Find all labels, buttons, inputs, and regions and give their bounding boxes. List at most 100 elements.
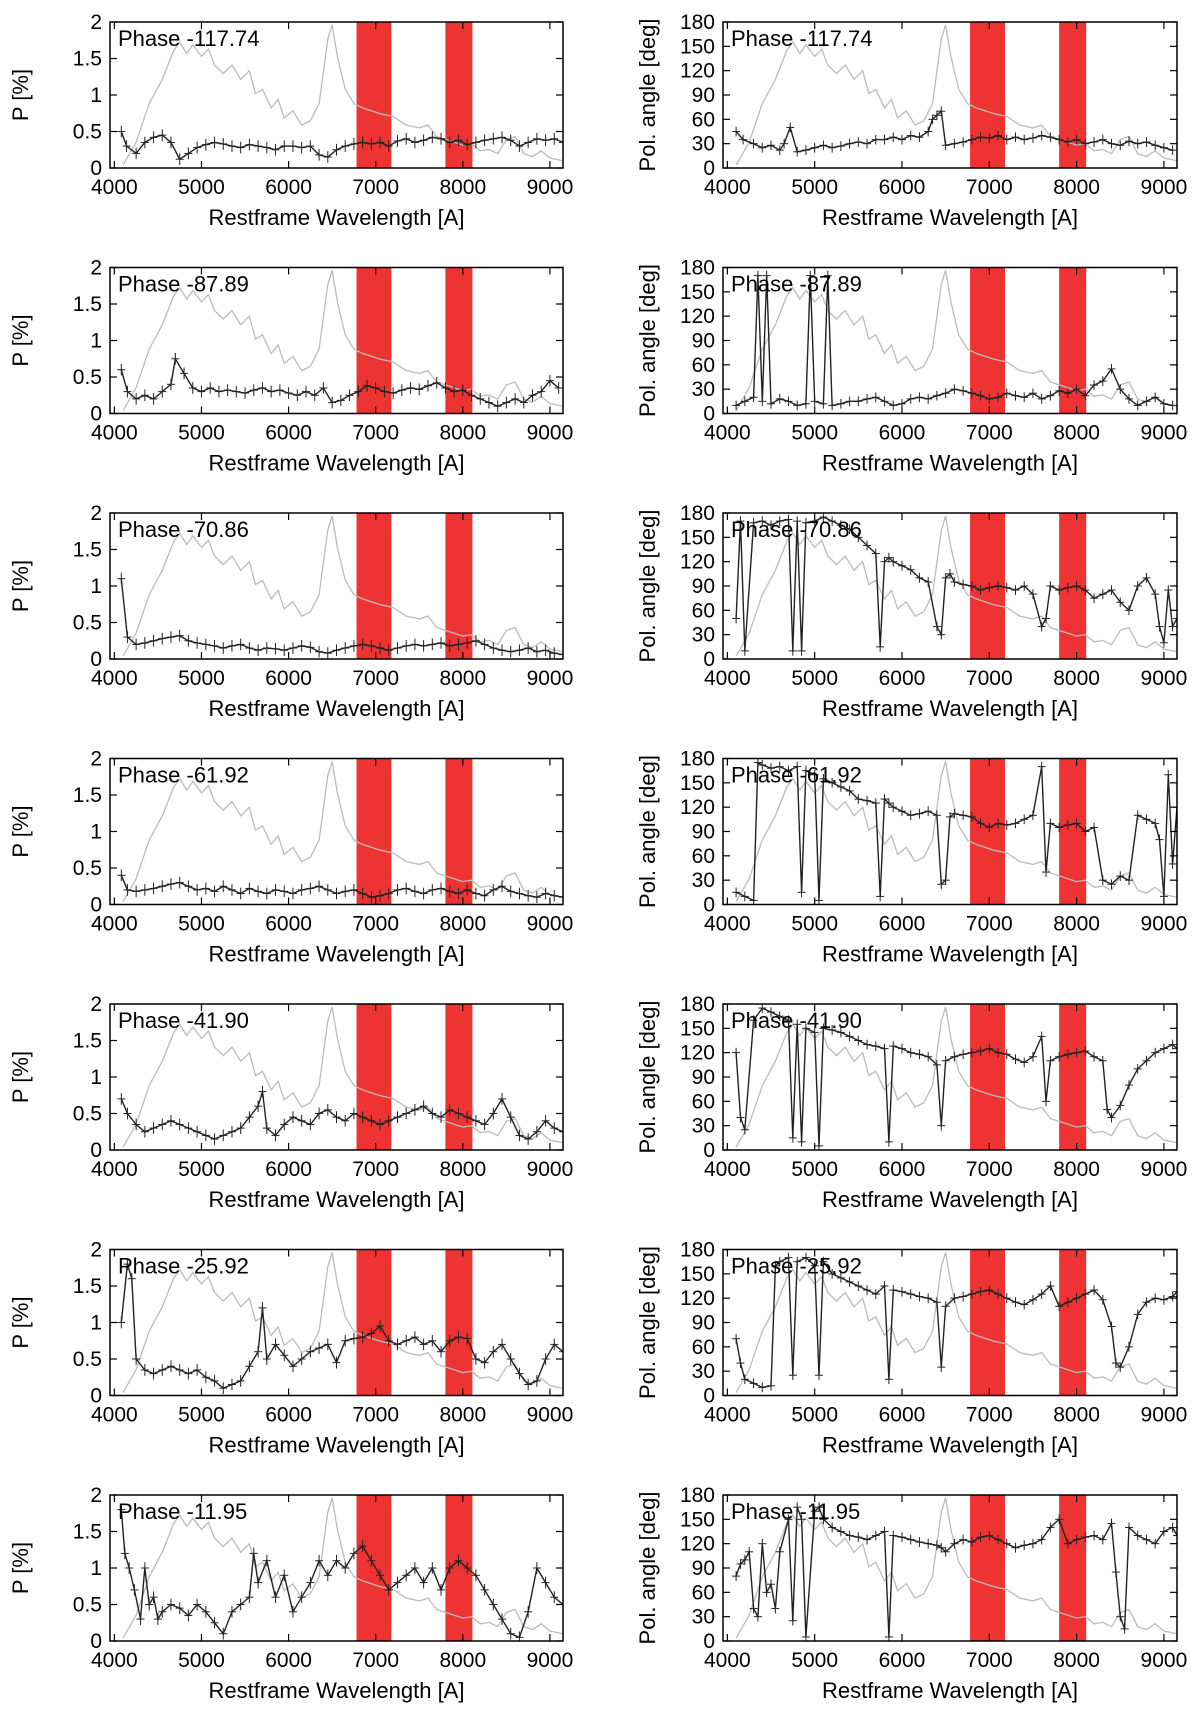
y-tick-label: 2 [90, 993, 102, 1016]
p-panel-2: 4000 5000 6000 7000 8000 9000 0 0.5 1 1.5 2 Restfra… [8, 257, 573, 476]
y-tick-label: 2 [90, 1484, 102, 1507]
x-tick-label: 4000 [704, 176, 751, 199]
y-tick-label: 180 [680, 257, 715, 280]
y-tick-label: 150 [680, 526, 715, 549]
y-tick-label: 60 [692, 1090, 715, 1113]
comparison-spectrum [122, 1252, 563, 1393]
y-tick-label: 1 [90, 330, 102, 353]
x-axis-label: Restframe Wavelength [A] [822, 1678, 1078, 1703]
y-tick-label: 120 [680, 551, 715, 574]
y-tick-label: 1 [90, 84, 102, 107]
x-tick-label: 9000 [527, 422, 574, 445]
y-tick-label: 1 [90, 575, 102, 598]
x-tick-label: 5000 [791, 667, 838, 690]
x-tick-label: 4000 [704, 913, 751, 936]
x-tick-label: 7000 [966, 422, 1013, 445]
x-tick-label: 6000 [265, 176, 312, 199]
y-tick-label: 1.5 [73, 293, 102, 316]
telluric-band-2 [445, 1249, 473, 1396]
y-tick-label: 120 [680, 1533, 715, 1556]
comparison-spectrum [735, 1497, 1177, 1639]
x-axis-label: Restframe Wavelength [A] [209, 1433, 465, 1458]
x-axis-label: Restframe Wavelength [A] [822, 696, 1078, 721]
comparison-spectrum [735, 515, 1177, 657]
p-panel-1: 4000 5000 6000 7000 8000 9000 0 0.5 1 1.5 2 Restfra… [8, 11, 573, 230]
p-panel-6: 4000 5000 6000 7000 8000 9000 0 0.5 1 1.5 2 Restfra… [8, 1239, 573, 1458]
y-tick-label: 1.5 [73, 48, 102, 71]
y-tick-label: 90 [692, 1312, 715, 1335]
x-tick-label: 5000 [791, 913, 838, 936]
x-tick-label: 5000 [178, 667, 225, 690]
p-panel-7: 4000 5000 6000 7000 8000 9000 0 0.5 1 1.5 2 Restfra… [8, 1484, 573, 1703]
x-tick-label: 6000 [879, 913, 926, 936]
x-tick-label: 6000 [879, 1404, 926, 1427]
pa-panel-6: 4000 5000 6000 7000 8000 9000 0306090120150180… [635, 1239, 1187, 1458]
y-tick-label: 0 [703, 1630, 715, 1653]
x-tick-label: 9000 [1141, 1404, 1188, 1427]
x-axis-label: Restframe Wavelength [A] [209, 451, 465, 476]
y-tick-label: 0.5 [73, 612, 102, 635]
telluric-band-1 [356, 1495, 392, 1641]
x-tick-label: 7000 [966, 176, 1013, 199]
data-line [120, 1263, 563, 1390]
y-tick-label: 0 [703, 157, 715, 180]
y-axis-label: P [%] [8, 1542, 33, 1594]
telluric-band-1 [970, 758, 1006, 905]
x-tick-label: 6000 [879, 176, 926, 199]
telluric-band-1 [970, 22, 1006, 168]
x-tick-label: 4000 [704, 1649, 751, 1672]
x-tick-label: 7000 [352, 1404, 399, 1427]
x-tick-label: 8000 [1053, 422, 1100, 445]
y-tick-label: 60 [692, 599, 715, 622]
telluric-band-2 [1059, 1495, 1087, 1641]
x-tick-label: 5000 [791, 1649, 838, 1672]
x-tick-label: 5000 [791, 1404, 838, 1427]
y-tick-label: 180 [680, 748, 715, 771]
x-tick-label: 7000 [352, 1158, 399, 1181]
pa-panel-3: 4000 5000 6000 7000 8000 9000 0306090120150180… [635, 502, 1187, 721]
y-axis-label: Pol. angle [deg] [635, 1492, 660, 1645]
x-tick-label: 6000 [879, 1158, 926, 1181]
telluric-band-2 [1059, 1249, 1087, 1396]
x-tick-label: 4000 [91, 667, 138, 690]
y-tick-label: 150 [680, 1263, 715, 1286]
x-tick-label: 9000 [1141, 913, 1188, 936]
y-tick-label: 0 [703, 648, 715, 671]
y-tick-label: 0 [703, 1139, 715, 1162]
y-tick-label: 90 [692, 84, 715, 107]
telluric-band-2 [445, 1004, 473, 1150]
y-tick-label: 0 [90, 1630, 102, 1653]
x-axis-label: Restframe Wavelength [A] [209, 205, 465, 230]
y-tick-label: 180 [680, 1484, 715, 1507]
y-tick-label: 60 [692, 354, 715, 377]
telluric-band-2 [445, 513, 473, 659]
y-axis-label: P [%] [8, 314, 33, 366]
y-tick-label: 120 [680, 60, 715, 83]
phase-label: Phase -25.92 [731, 1254, 862, 1279]
comparison-spectrum [122, 761, 563, 902]
data-line [735, 761, 1177, 902]
telluric-band-2 [445, 758, 473, 905]
x-tick-label: 5000 [178, 913, 225, 936]
x-tick-label: 9000 [1141, 1649, 1188, 1672]
telluric-band-1 [970, 1249, 1006, 1396]
x-tick-label: 4000 [91, 1404, 138, 1427]
y-tick-label: 90 [692, 1557, 715, 1580]
x-tick-label: 6000 [265, 422, 312, 445]
y-tick-label: 0.5 [73, 366, 102, 389]
phase-label: Phase -70.86 [118, 517, 249, 542]
x-tick-label: 8000 [439, 913, 486, 936]
data-line [120, 356, 560, 407]
x-tick-label: 6000 [265, 913, 312, 936]
y-tick-label: 180 [680, 11, 715, 34]
p-panel-3: 4000 5000 6000 7000 8000 9000 0 0.5 1 1.5 2 Restfra… [8, 502, 573, 721]
x-tick-label: 7000 [966, 913, 1013, 936]
y-axis-label: Pol. angle [deg] [635, 755, 660, 908]
telluric-band-1 [356, 513, 392, 659]
x-tick-label: 8000 [439, 422, 486, 445]
x-tick-label: 8000 [439, 1649, 486, 1672]
x-tick-label: 5000 [178, 1649, 225, 1672]
x-tick-label: 8000 [1053, 667, 1100, 690]
phase-label: Phase -11.95 [118, 1499, 247, 1524]
x-tick-label: 4000 [704, 667, 751, 690]
